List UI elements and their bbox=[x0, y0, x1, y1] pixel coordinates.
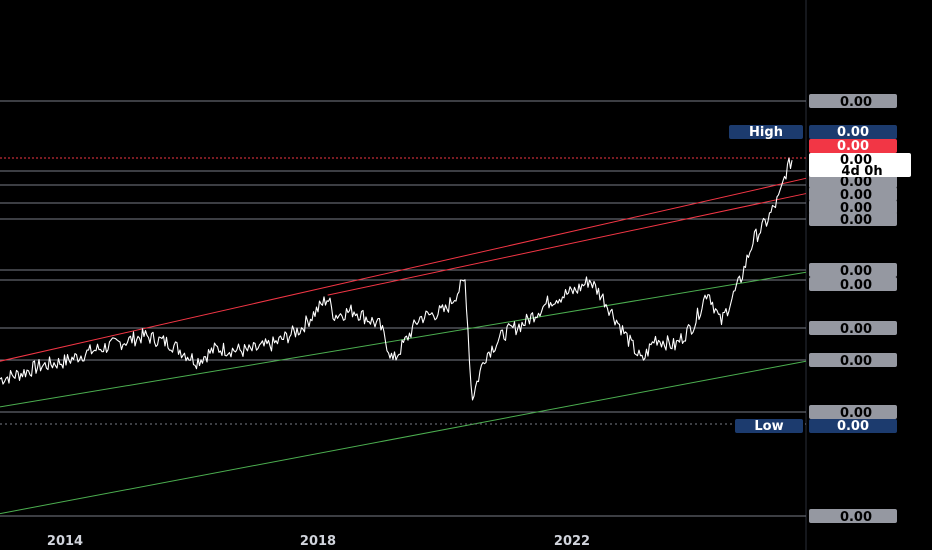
level-price-label: 0.00 bbox=[840, 406, 872, 421]
level-price-label: 0.00 bbox=[840, 278, 872, 293]
low-value-bg bbox=[809, 419, 897, 433]
level-price-label: 0.00 bbox=[840, 188, 872, 203]
level-price-label-bg bbox=[809, 277, 897, 291]
level-price-label: 0.00 bbox=[840, 510, 872, 525]
level-price-label: 0.00 bbox=[840, 95, 872, 110]
level-price-label-bg bbox=[809, 174, 897, 188]
level-price-label-bg bbox=[809, 263, 897, 277]
x-tick-label: 2018 bbox=[300, 534, 336, 549]
price-series bbox=[0, 157, 793, 401]
time-axis[interactable]: 2014 2018 2022 bbox=[47, 534, 590, 549]
low-value: 0.00 bbox=[837, 419, 869, 434]
trendline[interactable] bbox=[0, 360, 807, 515]
trendline[interactable] bbox=[327, 193, 807, 296]
x-tick-label: 2022 bbox=[554, 534, 590, 549]
level-price-label-bg bbox=[809, 353, 897, 367]
x-tick-label: 2014 bbox=[47, 534, 83, 549]
bar-countdown: 4d 0h bbox=[841, 164, 882, 179]
level-price-label-bg bbox=[809, 212, 897, 226]
level-price-label: 0.00 bbox=[840, 354, 872, 369]
level-price-label-bg bbox=[809, 200, 897, 214]
level-price-label-bg bbox=[809, 405, 897, 419]
low-tag: Low bbox=[754, 419, 783, 434]
level-price-label-bg bbox=[809, 94, 897, 108]
current-price-tag-bg bbox=[809, 153, 911, 177]
level-price-label-bg bbox=[809, 187, 897, 201]
horizontal-levels: 0.000.000.000.000.000.000.000.000.000.00… bbox=[0, 94, 897, 525]
level-price-label: 0.00 bbox=[840, 322, 872, 337]
current-price: 0.00 bbox=[840, 153, 872, 168]
level-price-label: 0.00 bbox=[840, 213, 872, 228]
high-tag-bg bbox=[729, 125, 803, 139]
low-tag-bg bbox=[735, 419, 803, 433]
level-price-label-bg bbox=[809, 509, 897, 523]
trendline[interactable] bbox=[0, 271, 807, 408]
current-value: 0.00 bbox=[837, 139, 869, 154]
high-value: 0.00 bbox=[837, 125, 869, 140]
level-price-label: 0.00 bbox=[840, 264, 872, 279]
price-line bbox=[0, 157, 793, 401]
trendlines bbox=[0, 157, 807, 515]
current-value-bg bbox=[809, 139, 897, 153]
level-price-label: 0.00 bbox=[840, 175, 872, 190]
level-price-label-bg bbox=[809, 321, 897, 335]
trendline[interactable] bbox=[0, 177, 807, 362]
high-tag: High bbox=[749, 125, 783, 140]
high-value-bg bbox=[809, 125, 897, 139]
